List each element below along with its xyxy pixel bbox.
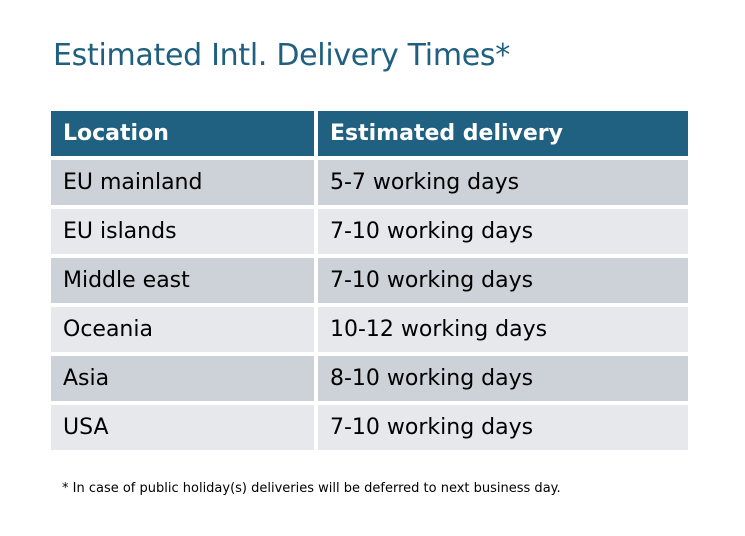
cell-location: Middle east xyxy=(51,258,314,303)
delivery-table: Location Estimated delivery EU mainland 5… xyxy=(47,107,692,454)
cell-location: EU mainland xyxy=(51,160,314,205)
cell-estimated-delivery: 8-10 working days xyxy=(318,356,688,401)
table-row: EU islands 7-10 working days xyxy=(51,209,688,254)
cell-estimated-delivery: 7-10 working days xyxy=(318,405,688,450)
header-estimated-delivery: Estimated delivery xyxy=(318,111,688,156)
cell-location: Asia xyxy=(51,356,314,401)
cell-location: Oceania xyxy=(51,307,314,352)
table-row: EU mainland 5-7 working days xyxy=(51,160,688,205)
table-row: Oceania 10-12 working days xyxy=(51,307,688,352)
cell-location: USA xyxy=(51,405,314,450)
page-title: Estimated Intl. Delivery Times* xyxy=(53,38,510,73)
table-row: USA 7-10 working days xyxy=(51,405,688,450)
cell-location: EU islands xyxy=(51,209,314,254)
header-location: Location xyxy=(51,111,314,156)
table-row: Asia 8-10 working days xyxy=(51,356,688,401)
table-row: Middle east 7-10 working days xyxy=(51,258,688,303)
footnote: * In case of public holiday(s) deliverie… xyxy=(62,481,561,496)
cell-estimated-delivery: 7-10 working days xyxy=(318,209,688,254)
table-header: Location Estimated delivery xyxy=(51,111,688,156)
cell-estimated-delivery: 10-12 working days xyxy=(318,307,688,352)
cell-estimated-delivery: 5-7 working days xyxy=(318,160,688,205)
cell-estimated-delivery: 7-10 working days xyxy=(318,258,688,303)
